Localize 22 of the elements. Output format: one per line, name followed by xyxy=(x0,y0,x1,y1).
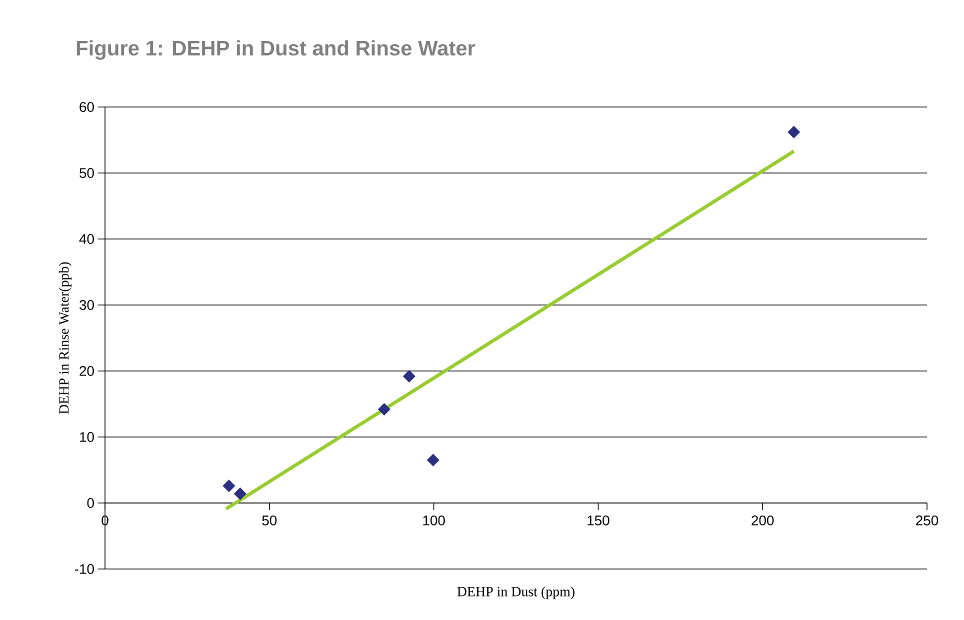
x-tick-label: 100 xyxy=(423,516,445,526)
x-tick-label: 150 xyxy=(588,516,610,526)
y-axis-title: DEHP in Rinse Water(ppb) xyxy=(58,262,72,414)
point xyxy=(378,403,390,416)
y-tick-label: 50 xyxy=(80,168,94,178)
x-tick-label: 200 xyxy=(752,516,774,526)
x-tick-label: 50 xyxy=(262,516,277,526)
y-tick-label: -10 xyxy=(74,564,94,574)
x-tick-label: 250 xyxy=(916,516,938,526)
y-tick-label: 20 xyxy=(80,366,94,376)
chart-title: Figure 1: DEHP in Dust and Rinse Water xyxy=(76,40,476,60)
y-tick-label: 30 xyxy=(79,300,94,310)
y-tick-label: 10 xyxy=(80,432,94,442)
x-axis-title: DEHP in Dust (ppm) xyxy=(457,586,574,600)
point xyxy=(426,454,440,466)
point xyxy=(788,126,800,138)
point xyxy=(402,370,416,383)
y-tick-label: 60 xyxy=(80,102,94,112)
point xyxy=(222,480,236,492)
y-tick-label: 40 xyxy=(79,234,94,244)
y-tick-label: 0 xyxy=(87,498,94,508)
point xyxy=(234,487,246,500)
